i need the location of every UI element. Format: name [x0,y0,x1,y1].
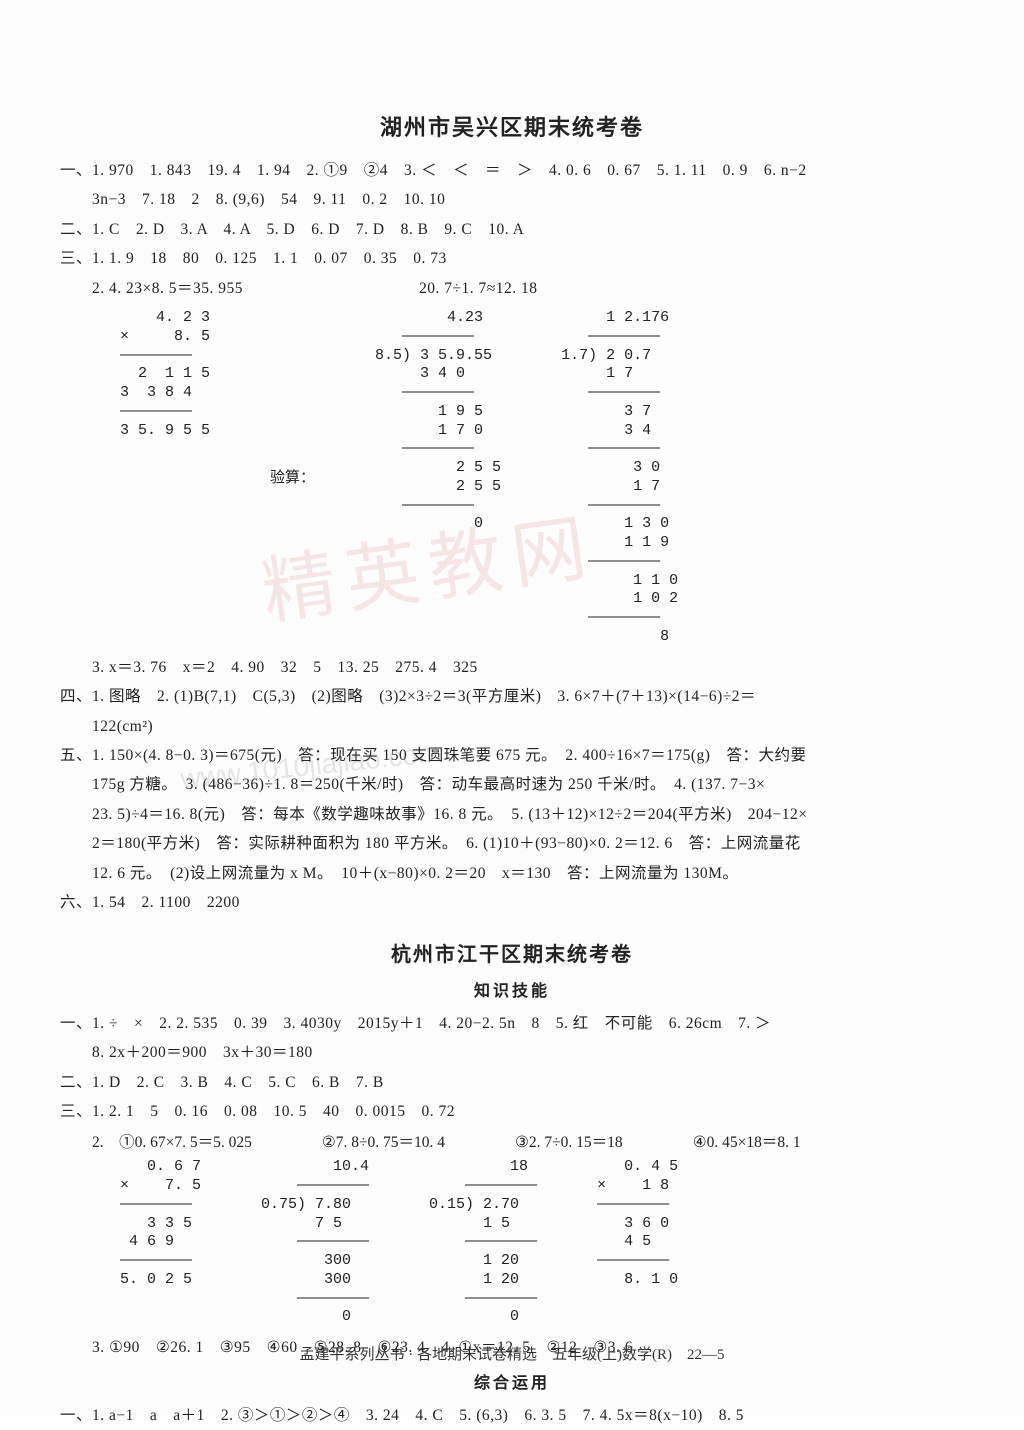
exam-page: 精英教网 www.1010jiajiao.com 湖州市吴兴区期末统考卷 一、1… [0,0,1024,1412]
p2-calc-col3: 18 ———————— 0.15) 2.70 1 5 ———————— 1 20… [429,1158,537,1327]
p2-calc-block: 0. 6 7 × 7. 5 ———————— 3 3 5 4 6 9 —————… [120,1158,964,1327]
p1-line-a2: 3n−3 7. 18 2 8. (9,6) 54 9. 11 0. 2 10. … [60,185,964,214]
p1-line-f3: 23. 5)÷4＝16. 8(元) 答：每本《数学趣味故事》16. 8 元。 5… [60,800,964,829]
p1-calc-col1: 4. 2 3 × 8. 5 ———————— 2 1 1 5 3 3 8 4 —… [120,309,210,647]
p1-line-g: 六、1. 54 2. 1100 2200 [60,888,964,917]
p1-line-f: 五、1. 150×(4. 8−0. 3)＝675(元) 答：现在买 150 支圆… [60,741,964,770]
p1-calc-col3: 1 2.176 ———————— 1.7) 2 0.7 1 7 ————————… [561,309,678,647]
p1-line-f2: 175g 方糖。 3. (486−36)÷1. 8＝250(千米/时) 答：动车… [60,770,964,799]
p2-line-e: 一、1. a−1 a a＋1 2. ③＞①＞②＞④ 3. 24 4. C 5. … [60,1401,964,1430]
p2-line-a2: 8. 2x＋200＝900 3x＋30＝180 [60,1038,964,1067]
p2-eq4: ④0. 45×18＝8. 1 [693,1130,801,1152]
p2-eq-row: 2. ①0. 67×7. 5＝5. 025 ②7. 8÷0. 75＝10. 4 … [92,1130,964,1152]
p1-calc-verify-label: 验算： [270,469,315,488]
paper2-subhead2: 综合运用 [60,1369,964,1393]
paper1-title: 湖州市吴兴区期末统考卷 [60,110,964,142]
p1-line-f4: 2＝180(平方米) 答：实际耕种面积为 180 平方米。 6. (1)10＋(… [60,829,964,858]
p1-line-f5: 12. 6 元。 (2)设上网流量为 x M。 10＋(x−80)×0. 2＝2… [60,859,964,888]
p1-line-c: 三、1. 1. 9 18 80 0. 125 1. 1 0. 07 0. 35 … [60,244,964,273]
p2-eq3: ③2. 7÷0. 15＝18 [515,1130,623,1152]
p2-calc-col4: 0. 4 5 × 1 8 ———————— 3 6 0 4 5 ————————… [597,1158,678,1327]
p2-line-a: 一、1. ÷ × 2. 2. 535 0. 39 3. 4030y 2015y＋… [60,1009,964,1038]
page-footer: 孟建平系列丛书 · 各地期末试卷精选 五年级(上)数学(R) 22—5 [0,1343,1024,1364]
p2-eq1: 2. ①0. 67×7. 5＝5. 025 [92,1130,252,1152]
p2-eq2: ②7. 8÷0. 75＝10. 4 [322,1130,445,1152]
p1-line-c2: 2. 4. 23×8. 5＝35. 955 20. 7÷1. 7≈12. 18 [60,274,964,303]
p1-line-b: 二、1. C 2. D 3. A 4. A 5. D 6. D 7. D 8. … [60,215,964,244]
paper2-subhead1: 知识技能 [60,977,964,1001]
p1-line-e2: 122(cm²) [60,712,964,741]
p2-line-b: 二、1. D 2. C 3. B 4. C 5. C 6. B 7. B [60,1068,964,1097]
p2-calc-col1: 0. 6 7 × 7. 5 ———————— 3 3 5 4 6 9 —————… [120,1158,201,1327]
p1-line-e: 四、1. 图略 2. (1)B(7,1) C(5,3) (2)图略 (3)2×3… [60,682,964,711]
p1-line-a: 一、1. 970 1. 843 19. 4 1. 94 2. ①9 ②4 3. … [60,156,964,185]
paper2-title: 杭州市江干区期末统考卷 [60,938,964,967]
p2-line-c: 三、1. 2. 1 5 0. 16 0. 08 10. 5 40 0. 0015… [60,1097,964,1126]
p1-line-d: 3. x＝3. 76 x＝2 4. 90 32 5 13. 25 275. 4 … [60,653,964,682]
p1-calc-block: 4. 2 3 × 8. 5 ———————— 2 1 1 5 3 3 8 4 —… [120,309,964,647]
p2-calc-col2: 10.4 ———————— 0.75) 7.80 7 5 ———————— 30… [261,1158,369,1327]
p1-calc-col2: 4.23 ———————— 8.5) 3 5.9.55 3 4 0 ——————… [375,309,501,647]
